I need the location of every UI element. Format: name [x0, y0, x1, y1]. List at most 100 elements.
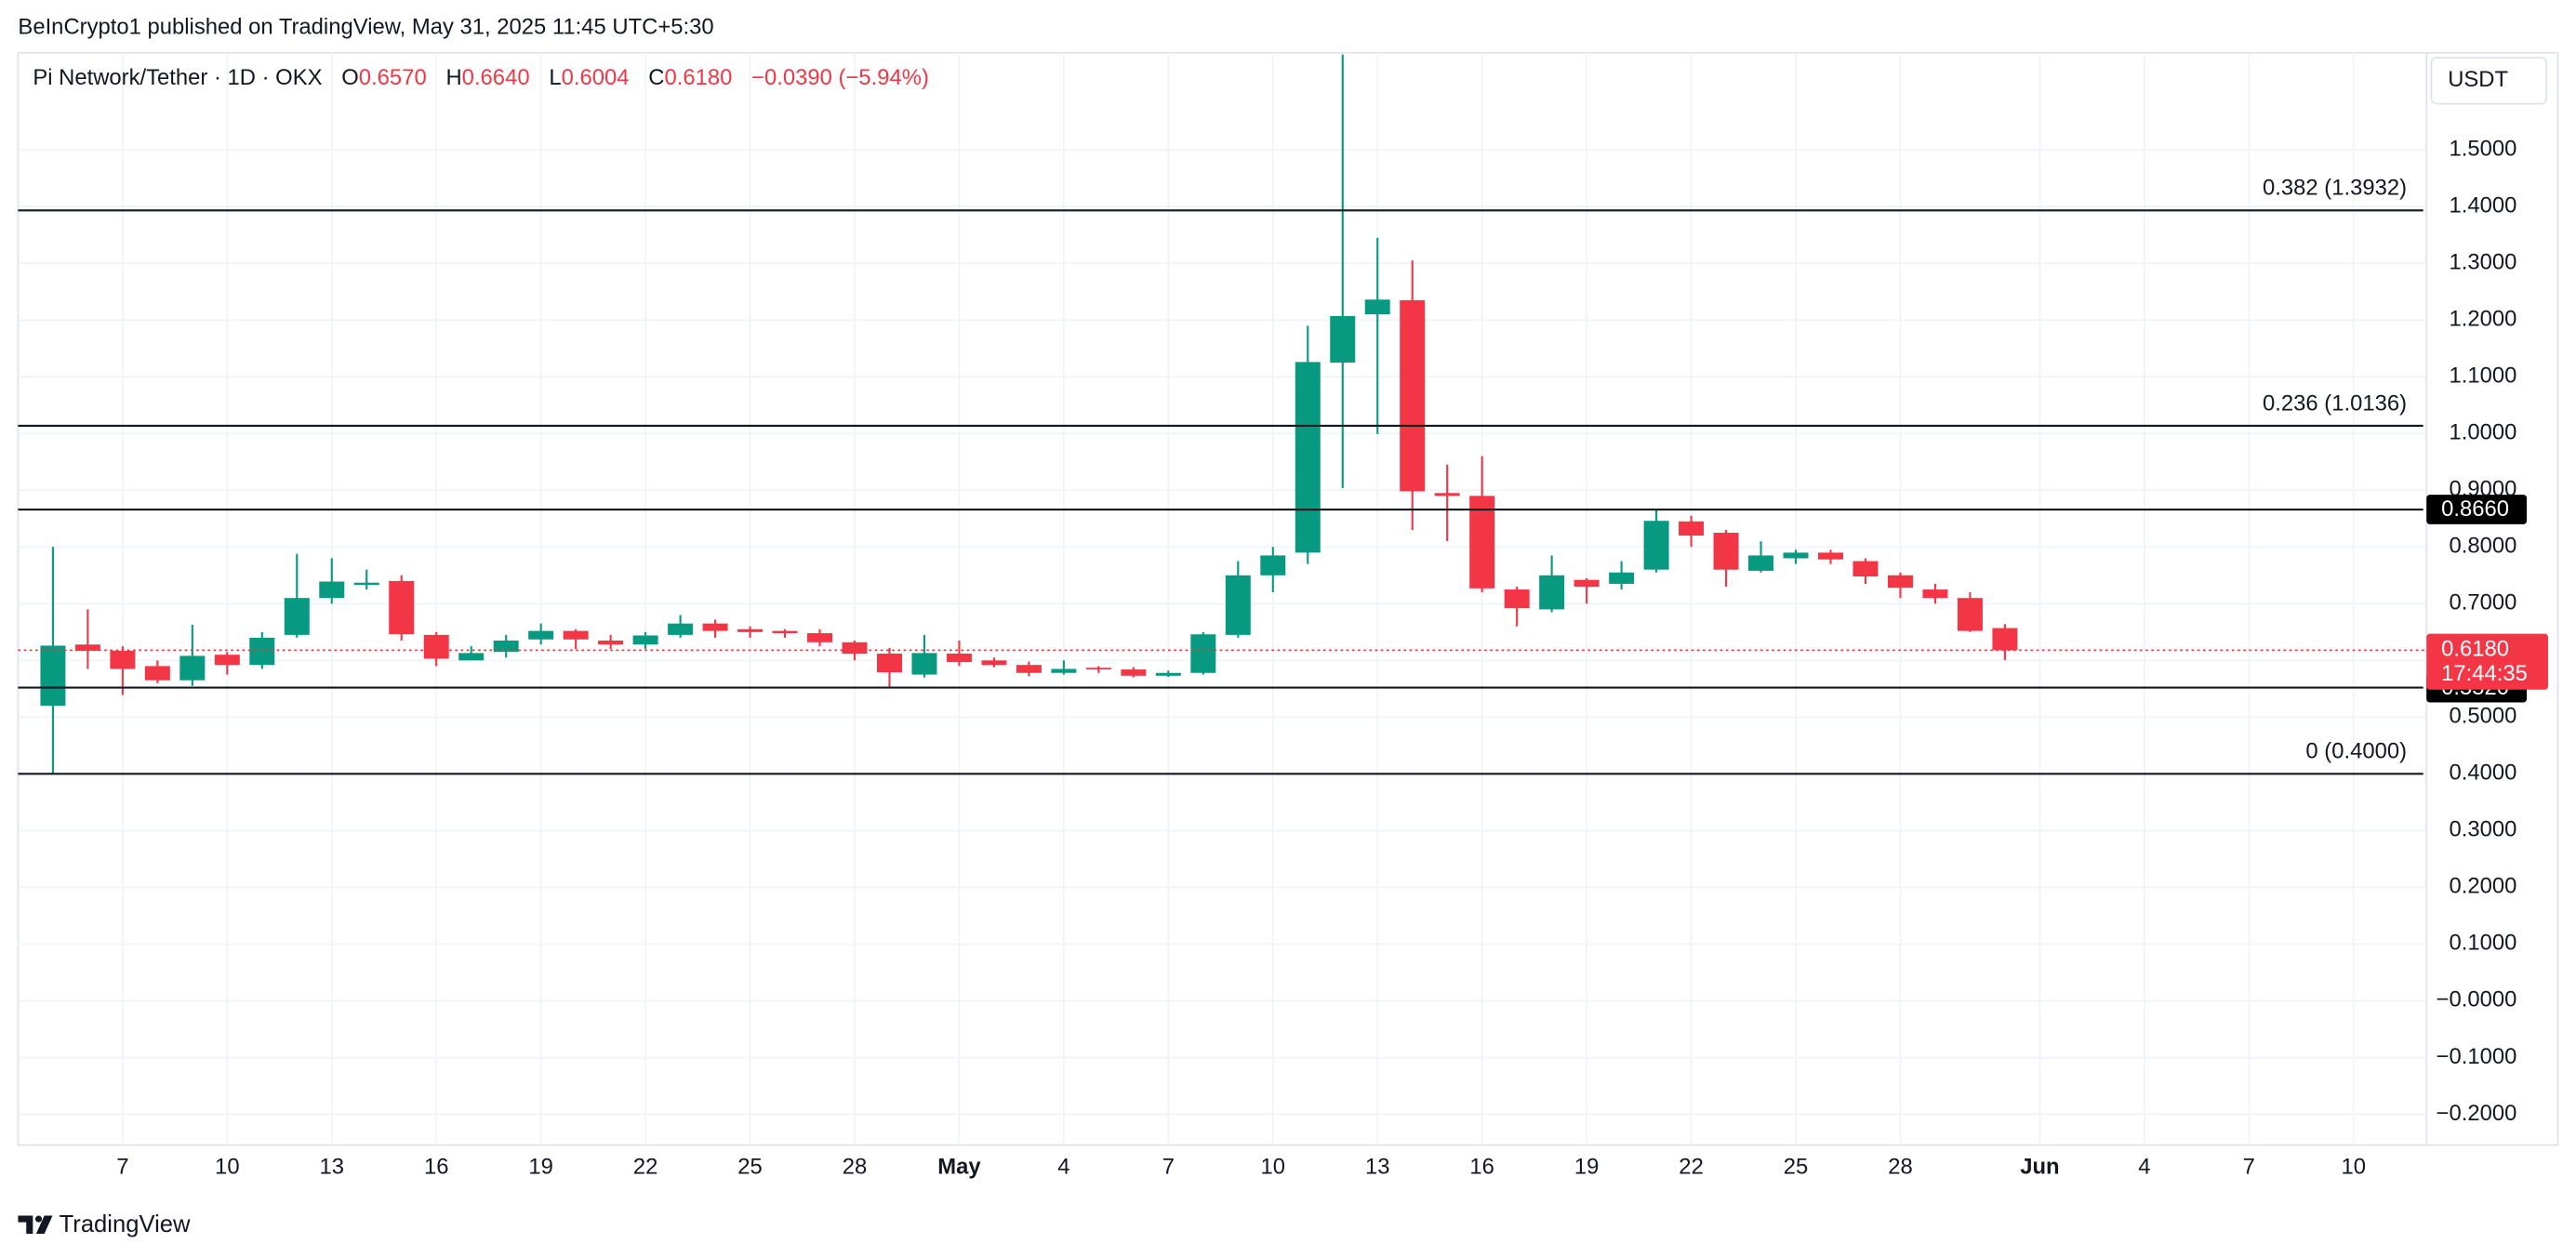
candle-body — [1957, 598, 1983, 631]
legend-close-label: C — [648, 65, 664, 90]
candle-body — [632, 635, 658, 645]
level-label: 0 (0.4000) — [2305, 739, 2407, 764]
x-tick-label: 25 — [1784, 1155, 1809, 1180]
candle-body — [1051, 668, 1077, 673]
legend-high-label: H — [445, 65, 461, 90]
candle-body — [74, 644, 100, 651]
candle-body — [1400, 299, 1426, 492]
x-tick-label: 13 — [320, 1155, 345, 1180]
logo-dot — [34, 1215, 43, 1223]
legend-high: 0.6640 — [462, 65, 530, 90]
legend-change: −0.0390 (−5.94%) — [751, 65, 929, 90]
overlay: 0.382 (1.3932) 0.236 (1.0136) 0 (0.4000) 0.… — [18, 176, 2548, 775]
candle-body — [1085, 668, 1111, 670]
x-tick-label: 13 — [1365, 1155, 1390, 1180]
candle-body — [1260, 555, 1286, 576]
y-tick-label: 1.1000 — [2450, 364, 2517, 389]
y-tick-label: 0.5000 — [2450, 704, 2517, 729]
candle-body — [668, 623, 694, 635]
candle-body — [946, 654, 972, 663]
candle-body — [1225, 575, 1251, 635]
candle-body — [1155, 672, 1181, 676]
x-tick-label: 28 — [1888, 1155, 1913, 1180]
price-badge-label: 0.8660 — [2441, 496, 2509, 522]
candle-body — [1922, 589, 1948, 599]
candle-body — [842, 642, 868, 655]
y-tick-label: 0.3000 — [2450, 817, 2517, 842]
candle-body — [563, 630, 589, 640]
candle-body — [1643, 521, 1669, 570]
countdown: 17:44:35 — [2441, 661, 2528, 686]
source-note: BeInCrypto1 published on TradingView, Ma… — [18, 15, 713, 40]
candle-body — [1504, 589, 1530, 609]
candle-body — [598, 640, 624, 645]
currency: USDT — [2448, 67, 2508, 92]
candle-body — [1818, 552, 1844, 560]
plot — [40, 54, 2018, 774]
candle-body — [353, 582, 379, 586]
candle-body — [772, 630, 798, 634]
y-tick-label: −0.2000 — [2437, 1101, 2517, 1126]
x-tick-label: 7 — [116, 1155, 128, 1180]
legend-low-label: L — [549, 65, 561, 90]
y-tick-label: 1.4000 — [2450, 192, 2517, 218]
currency-box[interactable] — [2430, 57, 2548, 105]
candle-body — [1364, 299, 1390, 315]
y-tick-label: 1.0000 — [2450, 420, 2517, 445]
y-tick-label: 0.4000 — [2450, 761, 2517, 786]
candle-body — [876, 654, 902, 673]
legend: Pi Network/Tether · 1D · OKX O0.6570 H0.… — [33, 65, 929, 90]
x-tick-label: 16 — [424, 1155, 449, 1180]
candle-body — [1748, 555, 1774, 571]
last-price-label: 0.6180 — [2441, 637, 2509, 662]
logo-icon — [18, 1215, 53, 1234]
level-label: 0.382 (1.3932) — [2263, 176, 2407, 201]
candle-body — [911, 653, 937, 675]
candle-body — [1016, 665, 1042, 673]
x-tick-label: 10 — [1261, 1155, 1286, 1180]
legend-open: 0.6570 — [359, 65, 427, 90]
candle-body — [458, 653, 485, 661]
candle-body — [702, 623, 728, 631]
legend-open-label: O — [341, 65, 359, 90]
candle-body — [1469, 496, 1495, 589]
x-tick-label: 10 — [2341, 1155, 2366, 1180]
level-label: 0.236 (1.0136) — [2263, 390, 2407, 416]
x-tick-label: May — [937, 1155, 981, 1180]
candle-body — [1713, 533, 1739, 570]
price-badge — [2426, 495, 2528, 524]
candle-body — [1573, 579, 1600, 588]
candle-body — [40, 645, 66, 707]
x-tick-label: 7 — [2243, 1155, 2255, 1180]
candle-body — [1434, 493, 1460, 496]
candle-body — [1121, 669, 1147, 676]
y-tick-label: 1.5000 — [2450, 136, 2517, 161]
x-tick-label: 4 — [2138, 1155, 2150, 1180]
y-tick-label: −0.0000 — [2437, 987, 2517, 1012]
y-tick-label: 0.7000 — [2450, 590, 2517, 615]
candle-body — [1992, 628, 2018, 651]
last-price-badge — [2426, 633, 2548, 690]
x-tick-label: 22 — [1679, 1155, 1704, 1180]
candle-body — [423, 634, 449, 659]
candle-body — [144, 666, 170, 681]
candle-body — [1679, 521, 1705, 536]
candle-body — [110, 650, 136, 669]
candle-body — [1539, 575, 1565, 610]
x-tick-label: 22 — [633, 1155, 658, 1180]
x-tick-label: 28 — [843, 1155, 868, 1180]
candle-body — [1609, 572, 1635, 584]
x-tick-label: 7 — [1162, 1155, 1175, 1180]
legend-low: 0.6004 — [562, 65, 630, 90]
brand: TradingView — [60, 1211, 191, 1237]
y-tick-label: 0.2000 — [2450, 874, 2517, 899]
y-tick-label: 1.3000 — [2450, 249, 2517, 274]
candle-body — [981, 660, 1007, 666]
candle-body — [528, 630, 554, 640]
legend-title: Pi Network/Tether · 1D · OKX — [33, 65, 322, 90]
candle-body — [1783, 552, 1809, 559]
candle-body — [807, 633, 833, 642]
